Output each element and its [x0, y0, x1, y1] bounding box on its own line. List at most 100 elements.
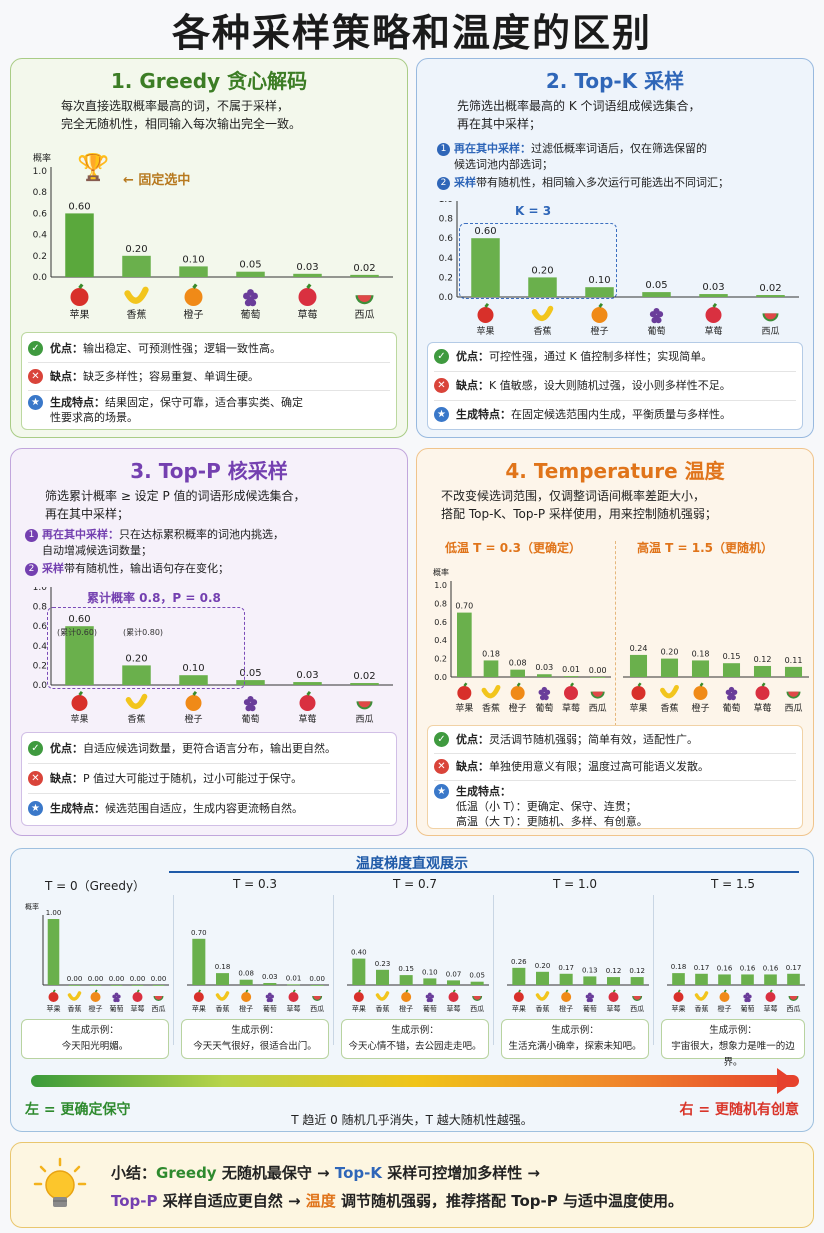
temperature-label: T = 0（Greedy）: [44, 879, 146, 893]
summary-box: ✓ 优点：自适应候选词数量，更符合语言分布，输出更自然。 ✕ 缺点：P 值过大可能过…: [21, 732, 397, 826]
data-label: 0.00: [151, 975, 167, 983]
data-label: 0.11: [785, 656, 803, 665]
pros-row: ✓ 优点：灵活调节随机强弱；简单有效，适配性广。: [428, 732, 802, 747]
y-axis-label: 概率: [433, 567, 449, 577]
panel-title: 4. Temperature 温度: [505, 459, 725, 483]
x-tick-label: 橙子: [691, 702, 709, 714]
x-tick-label: 草莓: [298, 713, 316, 725]
cons-row: ✕ 缺点：P 值过大可能过于随机，过小可能过于保守。: [22, 771, 396, 786]
x-tick-label: 橙子: [89, 1004, 103, 1013]
data-label: 0.23: [375, 960, 391, 968]
bar: [672, 973, 685, 985]
data-label: 0.03: [535, 663, 553, 672]
temperature-label: T = 0.3: [232, 877, 278, 891]
check-icon: ✓: [434, 349, 449, 364]
x-tick-label: 香蕉: [68, 1004, 82, 1013]
data-label: 0.60: [474, 226, 496, 237]
data-label: 0.03: [296, 262, 318, 273]
bar: [236, 271, 265, 277]
bar: [179, 675, 208, 685]
bar: [718, 974, 731, 985]
y-tick-label: 0.6: [434, 618, 447, 627]
fruit-icon: [649, 307, 664, 324]
gradient-subpanel: T = 1.0 0.26 苹果 0.20 香蕉 0.17 橙子 0.13 葡萄 0.12 草莓 0.1…: [493, 875, 653, 1065]
data-label: 0.70: [455, 602, 473, 611]
data-label: 0.01: [286, 974, 302, 982]
x-tick-label: 西瓜: [355, 714, 373, 725]
cons-row: ✕ 缺点：K 值敏感，设大则随机过强，设小则多样性不足。: [428, 378, 802, 393]
x-tick-label: 葡萄: [722, 702, 740, 714]
data-label: 0.12: [754, 655, 772, 664]
bar: [756, 295, 785, 297]
fruit-icon: [477, 302, 494, 323]
fruit-icon: [355, 295, 374, 305]
data-label: 0.00: [88, 975, 104, 983]
y-tick-label: 0.0: [434, 673, 447, 682]
bar: [510, 669, 525, 677]
bar: [563, 676, 579, 677]
bar: [695, 973, 708, 985]
x-tick-label: 苹果: [70, 308, 90, 321]
bar: [660, 658, 679, 677]
fruit-icon: [243, 289, 258, 307]
point-1: 1 再在其中采样：只在达标累积概率的词池内挑选， 自动增减候选词数量；: [25, 527, 405, 559]
data-label: 0.02: [353, 263, 375, 274]
gradient-note: T 趋近 0 随机几乎消失，T 越大随机性越强。: [291, 1113, 533, 1127]
data-label: 0.01: [562, 665, 580, 674]
x-tick-label: 苹果: [47, 1004, 61, 1013]
data-label: 0.10: [182, 254, 204, 265]
bar: [471, 238, 500, 297]
topk-panel: 2. Top-K 采样 先筛选出概率最高的 K 个词语组成候选集合， 再在其中采样…: [416, 58, 814, 438]
x-tick-label: 苹果: [629, 702, 647, 714]
data-label: 0.24: [630, 644, 648, 653]
bar: [559, 973, 573, 985]
fruit-icon: [193, 989, 204, 1002]
temperature-gradient-panel: 温度梯度直观展示 T = 0（Greedy） 概率 1.00 苹果 0.00 香蕉 0.00…: [10, 848, 814, 1132]
data-label: 0.20: [535, 962, 551, 970]
bar: [446, 980, 461, 985]
fruit-icon: [241, 989, 252, 1002]
cross-icon: ✕: [28, 369, 43, 384]
y-tick-label: 0.6: [439, 234, 454, 244]
x-tick-label: 草莓: [131, 1004, 145, 1013]
y-tick-label: 0.0: [33, 681, 48, 691]
temperature-label: T = 1.0: [552, 877, 598, 891]
bar: [89, 985, 102, 986]
fruit-icon: [786, 691, 801, 699]
example-text: 生活充满小确幸，探索未知吧。: [508, 1041, 642, 1052]
star-icon: ★: [28, 801, 43, 816]
fruit-icon: [608, 989, 619, 1002]
bar: [68, 985, 81, 986]
x-tick-label: 草莓: [753, 702, 771, 714]
bar: [590, 677, 605, 678]
topk-candidate-box: [459, 223, 617, 299]
fruit-icon: [90, 989, 101, 1002]
bar: [691, 660, 710, 677]
fruit-icon: [401, 989, 412, 1002]
gradient-subpanel: T = 1.5 0.18 苹果 0.17 香蕉 0.16 橙子 0.16 葡萄 0.16 草莓 0.1…: [653, 875, 809, 1068]
data-label: 0.05: [645, 280, 667, 291]
data-label: 0.00: [589, 666, 607, 675]
bar: [585, 287, 614, 297]
fruit-icon: [510, 682, 525, 700]
star-icon: ★: [434, 784, 449, 799]
fruit-icon: [660, 684, 679, 699]
x-tick-label: 苹果: [70, 713, 88, 725]
x-tick-label: 香蕉: [216, 1004, 230, 1013]
x-tick-label: 苹果: [352, 1004, 366, 1013]
x-tick-label: 橙子: [239, 1004, 253, 1013]
bar: [399, 975, 413, 985]
data-label: 0.00: [130, 975, 146, 983]
x-tick-label: 草莓: [287, 1004, 301, 1013]
fruit-icon: [788, 996, 799, 1001]
bar: [537, 674, 552, 677]
cross-icon: ✕: [434, 378, 449, 393]
y-tick-label: 1.0: [33, 587, 48, 593]
x-tick-label: 葡萄: [741, 1004, 755, 1013]
data-label: 0.70: [191, 929, 207, 937]
fruit-icon: [705, 302, 722, 323]
data-label: 0.03: [262, 973, 278, 981]
fruit-icon: [457, 682, 472, 700]
bar: [457, 612, 472, 677]
x-tick-label: 葡萄: [241, 308, 261, 321]
